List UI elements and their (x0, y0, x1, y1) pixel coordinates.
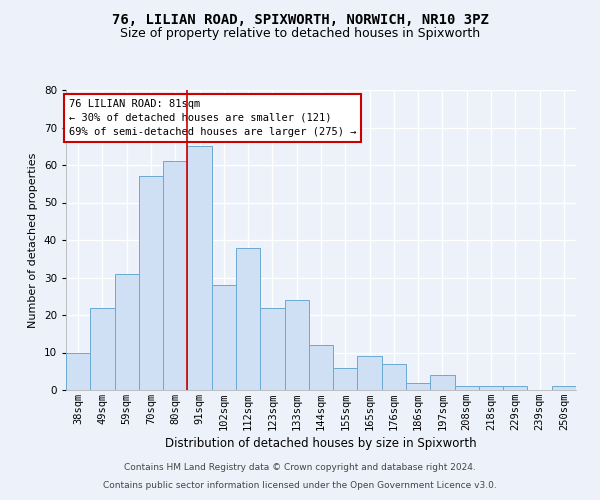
Bar (284, 300, 309, 390)
Bar (90, 308, 115, 390)
Bar (139, 176, 163, 390)
Bar (260, 308, 284, 390)
Bar (382, 364, 406, 390)
Bar (479, 386, 503, 390)
Bar (309, 345, 333, 390)
Bar (66, 352, 90, 390)
Text: 76 LILIAN ROAD: 81sqm
← 30% of detached houses are smaller (121)
69% of semi-det: 76 LILIAN ROAD: 81sqm ← 30% of detached … (68, 99, 356, 137)
Bar (430, 375, 455, 390)
Bar (406, 382, 430, 390)
Bar (163, 161, 187, 390)
X-axis label: Distribution of detached houses by size in Spixworth: Distribution of detached houses by size … (165, 437, 477, 450)
Bar (333, 368, 358, 390)
Bar (455, 386, 479, 390)
Y-axis label: Number of detached properties: Number of detached properties (28, 152, 38, 328)
Bar (358, 356, 382, 390)
Text: Contains public sector information licensed under the Open Government Licence v3: Contains public sector information licen… (103, 481, 497, 490)
Text: Size of property relative to detached houses in Spixworth: Size of property relative to detached ho… (120, 28, 480, 40)
Bar (552, 386, 576, 390)
Text: 76, LILIAN ROAD, SPIXWORTH, NORWICH, NR10 3PZ: 76, LILIAN ROAD, SPIXWORTH, NORWICH, NR1… (112, 12, 488, 26)
Bar (187, 146, 212, 390)
Bar (236, 248, 260, 390)
Bar (115, 274, 139, 390)
Bar (212, 285, 236, 390)
Text: Contains HM Land Registry data © Crown copyright and database right 2024.: Contains HM Land Registry data © Crown c… (124, 464, 476, 472)
Bar (503, 386, 527, 390)
